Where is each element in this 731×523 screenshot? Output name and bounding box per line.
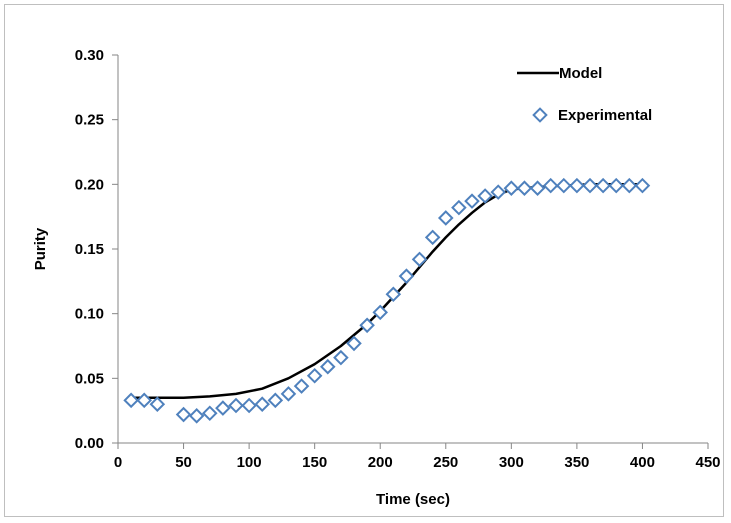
experimental-point <box>490 184 507 200</box>
experimental-point <box>608 177 625 194</box>
x-tick-label: 350 <box>564 454 589 471</box>
legend-experimental-marker <box>532 107 548 123</box>
experimental-point <box>464 193 480 209</box>
x-tick-label: 150 <box>302 454 327 471</box>
experimental-point <box>319 358 336 375</box>
y-tick-label: 0.20 <box>75 176 104 193</box>
experimental-point <box>411 251 428 268</box>
y-axis-ticks: 0.00 0.05 0.10 0.15 0.20 0.25 0.30 <box>75 47 118 452</box>
legend-model-label: Model <box>559 65 602 82</box>
experimental-point <box>451 199 467 216</box>
experimental-point <box>542 177 559 194</box>
experimental-point <box>175 406 192 423</box>
experimental-point <box>529 180 546 196</box>
experimental-point <box>241 397 257 414</box>
experimental-point <box>228 397 244 414</box>
y-tick-label: 0.10 <box>75 306 104 323</box>
experimental-point <box>346 335 362 352</box>
experimental-point <box>516 180 533 196</box>
experimental-point <box>437 210 454 226</box>
x-tick-label: 0 <box>114 454 122 471</box>
experimental-point <box>621 177 638 194</box>
experimental-point <box>595 177 611 194</box>
experimental-point <box>333 349 349 366</box>
experimental-point <box>372 304 389 321</box>
y-tick-label: 0.25 <box>75 112 104 129</box>
x-tick-label: 200 <box>368 454 393 471</box>
experimental-point <box>280 386 297 402</box>
experimental-point <box>188 408 205 424</box>
experimental-point <box>424 229 441 246</box>
experimental-point <box>136 392 153 409</box>
legend: Model Experimental <box>517 65 652 124</box>
x-tick-label: 250 <box>433 454 458 471</box>
experimental-point <box>293 378 310 394</box>
experimental-point <box>201 405 218 422</box>
experimental-point <box>385 286 402 303</box>
y-tick-label: 0.30 <box>75 47 104 64</box>
x-tick-label: 450 <box>695 454 720 471</box>
experimental-point <box>254 396 271 412</box>
x-axis-title: Time (sec) <box>376 491 450 508</box>
experimental-point <box>634 177 651 194</box>
series-layer <box>123 177 651 424</box>
legend-experimental-label: Experimental <box>558 107 652 124</box>
experimental-point <box>398 268 415 284</box>
experimental-point <box>555 177 572 194</box>
purity-chart: 0 50 100 150 200 250 300 350 400 450 0.00 0.05 0.10… <box>32 47 721 508</box>
experimental-point <box>215 400 231 416</box>
x-tick-label: 300 <box>499 454 524 471</box>
chart-frame: 0 50 100 150 200 250 300 350 400 450 0.00 0.05 0.10… <box>4 4 724 517</box>
experimental-point <box>123 392 139 409</box>
x-axis-ticks: 0 50 100 150 200 250 300 350 400 450 <box>114 443 721 471</box>
experimental-point <box>149 396 166 412</box>
x-tick-label: 100 <box>237 454 262 471</box>
y-axis-title: Purity <box>32 227 49 270</box>
x-tick-label: 400 <box>630 454 655 471</box>
experimental-point <box>503 180 520 196</box>
model-line <box>129 183 644 399</box>
y-tick-label: 0.15 <box>75 241 104 258</box>
experimental-point <box>359 317 375 334</box>
experimental-point <box>267 392 284 409</box>
experimental-point <box>582 177 598 194</box>
y-tick-label: 0.05 <box>75 370 104 387</box>
experimental-point <box>306 367 323 384</box>
experimental-point <box>569 177 585 194</box>
experimental-point <box>477 188 493 204</box>
x-tick-label: 50 <box>175 454 192 471</box>
y-tick-label: 0.00 <box>75 435 104 452</box>
